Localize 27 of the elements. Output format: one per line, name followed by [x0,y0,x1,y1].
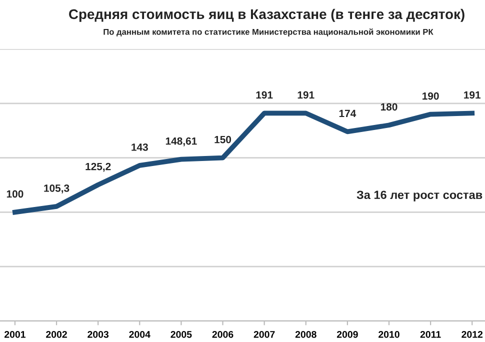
x-tick-label: 2001 [4,330,26,338]
x-tick-label: 2005 [170,330,192,338]
x-tick-label: 2004 [129,330,150,338]
data-label: 191 [464,91,481,99]
data-label: 100 [6,190,24,198]
x-tick-label: 2006 [212,330,234,338]
x-tick-label: 2009 [336,330,358,338]
x-tick-label: 2003 [88,330,109,338]
data-label: 180 [380,103,398,111]
data-label: 125,2 [86,162,111,172]
x-tick-label: 2008 [295,330,316,338]
annotation: За 16 лет рост состав [356,190,482,202]
x-tick-label: 2002 [46,330,67,338]
data-label: 190 [422,92,439,100]
data-label: 143 [132,143,148,151]
x-tick-label: 2011 [420,330,441,338]
data-label: 191 [298,91,314,99]
data-label: 174 [339,110,356,118]
data-label: 150 [214,136,232,144]
x-tick-label: 2012 [462,330,483,338]
chart-title: Средняя стоимость яиц в Казахстане (в тенге за десяток) [69,8,464,22]
x-tick-label: 2007 [254,330,275,338]
data-label: 105,3 [44,184,70,194]
data-label: 191 [256,91,273,99]
chart-subtitle: По данным комитета по статистике Министерства национальной экономики РК [104,28,434,36]
x-tick-label: 2010 [378,330,400,338]
data-label: 148,61 [166,137,197,146]
